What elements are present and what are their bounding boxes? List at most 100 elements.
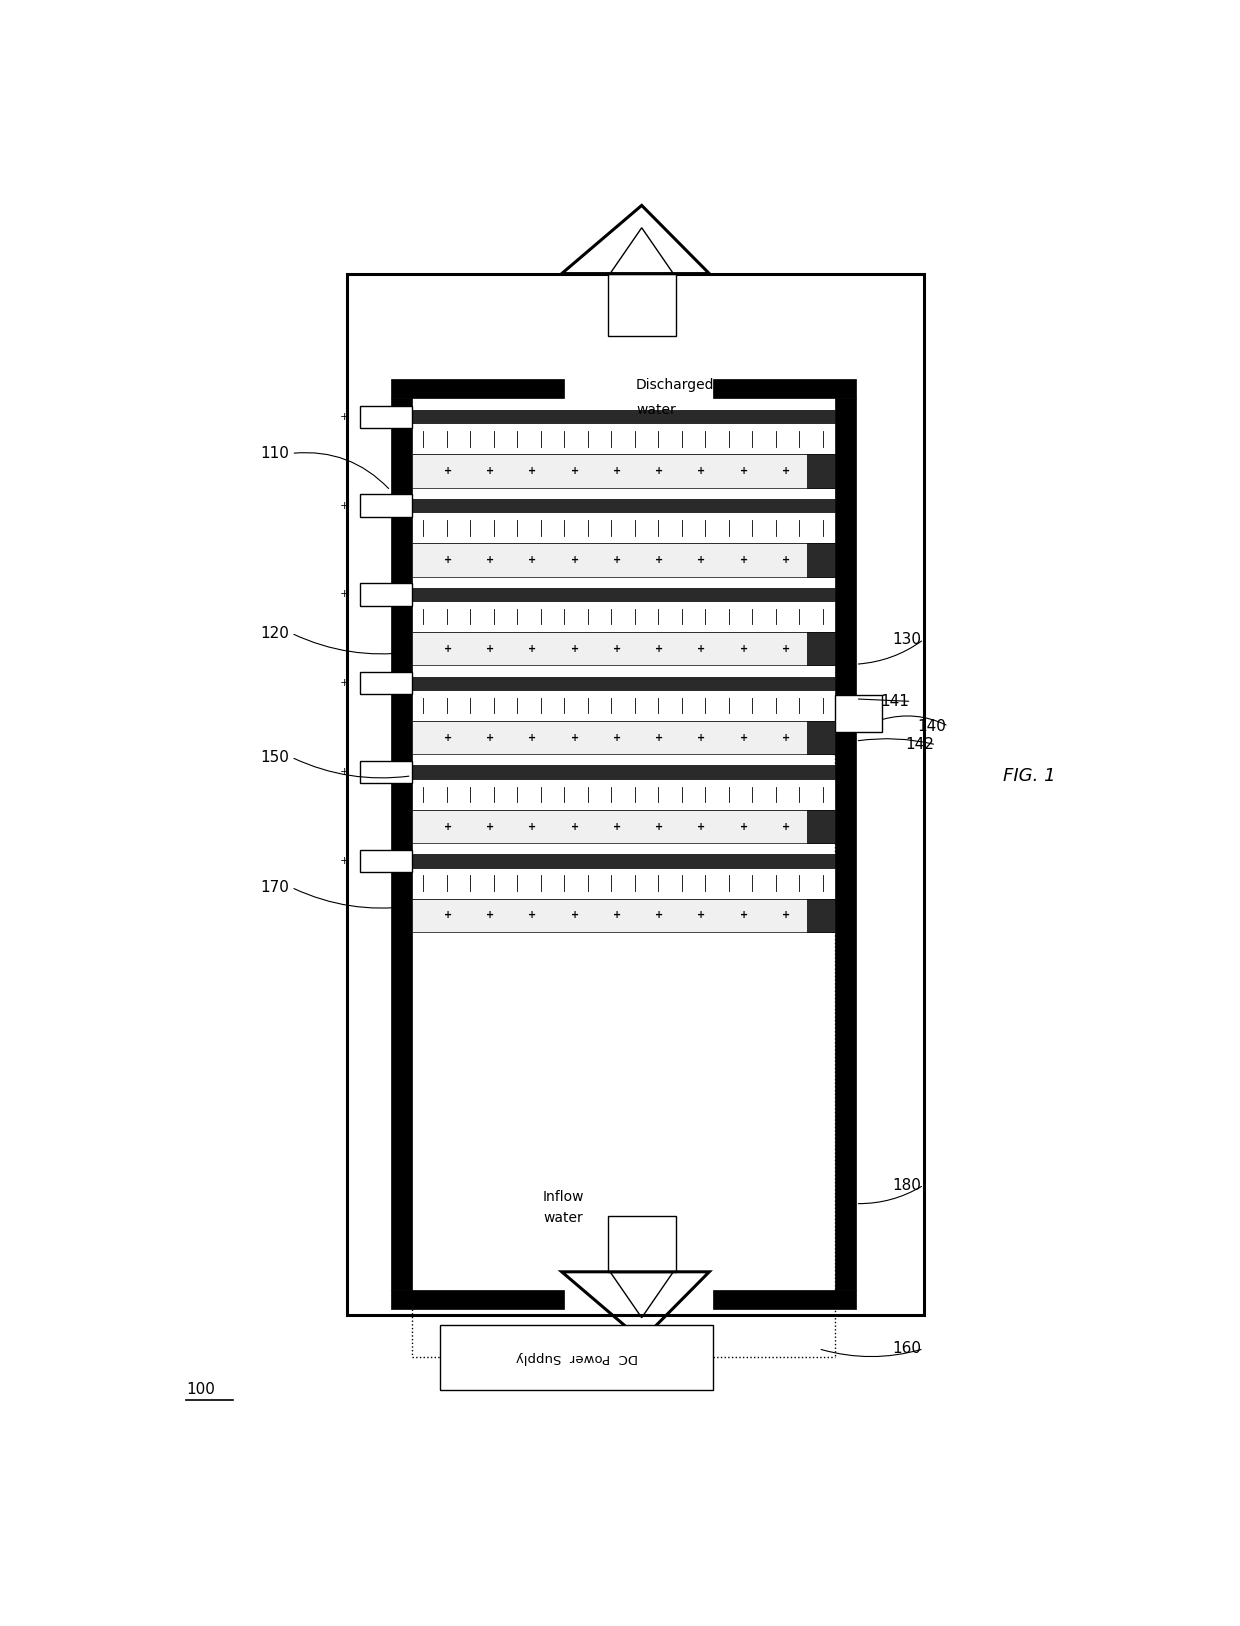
- Text: +: +: [655, 554, 663, 564]
- Text: +: +: [528, 554, 537, 564]
- Text: +: +: [655, 644, 663, 654]
- Text: +: +: [655, 911, 663, 920]
- Text: water: water: [543, 1211, 583, 1226]
- Text: +: +: [782, 467, 790, 476]
- Text: +: +: [570, 821, 579, 831]
- Text: +: +: [340, 501, 350, 511]
- Bar: [391, 398, 412, 1291]
- Text: Inflow: Inflow: [543, 1190, 584, 1205]
- Text: +: +: [655, 733, 663, 743]
- Text: +: +: [340, 589, 350, 600]
- Bar: [807, 810, 835, 844]
- Text: +: +: [570, 733, 579, 743]
- Bar: [412, 587, 835, 602]
- Bar: [412, 810, 835, 844]
- Bar: [412, 676, 835, 689]
- Text: +: +: [486, 821, 494, 831]
- Text: +: +: [570, 467, 579, 476]
- Text: +: +: [528, 911, 537, 920]
- Text: +: +: [740, 911, 748, 920]
- Text: +: +: [486, 554, 494, 564]
- Bar: [713, 379, 856, 398]
- Text: Discharged: Discharged: [636, 379, 714, 392]
- Bar: [412, 854, 835, 868]
- Text: +: +: [444, 467, 451, 476]
- Text: +: +: [697, 467, 706, 476]
- Text: 142: 142: [905, 737, 934, 753]
- Text: 150: 150: [260, 750, 289, 764]
- Bar: [807, 633, 835, 665]
- Text: water: water: [636, 403, 676, 416]
- Bar: [360, 584, 412, 605]
- Text: +: +: [697, 733, 706, 743]
- Text: +: +: [697, 911, 706, 920]
- Text: +: +: [613, 821, 621, 831]
- Text: +: +: [570, 644, 579, 654]
- Text: +: +: [782, 911, 790, 920]
- Text: +: +: [528, 467, 537, 476]
- Bar: [412, 454, 835, 488]
- Text: +: +: [486, 644, 494, 654]
- Bar: [608, 273, 676, 335]
- Bar: [412, 868, 835, 899]
- Text: +: +: [697, 644, 706, 654]
- Text: +: +: [444, 644, 451, 654]
- Text: +: +: [613, 733, 621, 743]
- Text: +: +: [740, 821, 748, 831]
- Text: +: +: [340, 678, 350, 688]
- Bar: [360, 761, 412, 784]
- Bar: [412, 766, 835, 779]
- Text: DC  Power  Supply: DC Power Supply: [516, 1351, 637, 1364]
- Text: +: +: [340, 411, 350, 421]
- Text: +: +: [697, 554, 706, 564]
- Text: 170: 170: [260, 880, 289, 894]
- Text: +: +: [613, 467, 621, 476]
- Text: 130: 130: [893, 633, 921, 647]
- Text: +: +: [740, 554, 748, 564]
- Text: +: +: [782, 644, 790, 654]
- Text: +: +: [340, 767, 350, 777]
- Text: +: +: [613, 644, 621, 654]
- Bar: [347, 273, 924, 1315]
- Text: +: +: [740, 733, 748, 743]
- Text: 100: 100: [186, 1382, 215, 1397]
- Text: +: +: [697, 821, 706, 831]
- Text: 180: 180: [893, 1177, 921, 1192]
- Bar: [412, 633, 835, 665]
- Text: 110: 110: [260, 446, 289, 460]
- Bar: [412, 899, 835, 932]
- Text: 160: 160: [893, 1341, 921, 1356]
- Text: +: +: [782, 554, 790, 564]
- Bar: [713, 1291, 856, 1309]
- Text: +: +: [444, 821, 451, 831]
- Bar: [807, 454, 835, 488]
- Text: 141: 141: [880, 694, 909, 709]
- Bar: [835, 696, 882, 732]
- Text: +: +: [444, 733, 451, 743]
- Bar: [412, 689, 835, 720]
- Bar: [608, 1216, 676, 1272]
- Text: +: +: [613, 554, 621, 564]
- Text: +: +: [570, 554, 579, 564]
- Text: +: +: [528, 733, 537, 743]
- Text: +: +: [528, 644, 537, 654]
- Bar: [412, 602, 835, 633]
- Text: +: +: [486, 467, 494, 476]
- Bar: [391, 1291, 564, 1309]
- Text: +: +: [740, 644, 748, 654]
- Text: +: +: [444, 554, 451, 564]
- Bar: [412, 543, 835, 577]
- Text: +: +: [782, 821, 790, 831]
- Bar: [412, 720, 835, 754]
- Bar: [412, 779, 835, 810]
- Bar: [412, 499, 835, 512]
- Text: +: +: [655, 467, 663, 476]
- Text: +: +: [340, 855, 350, 867]
- Bar: [440, 1325, 713, 1390]
- Bar: [360, 672, 412, 694]
- Bar: [412, 512, 835, 543]
- Bar: [807, 720, 835, 754]
- Bar: [360, 405, 412, 428]
- Text: +: +: [486, 733, 494, 743]
- Bar: [835, 398, 856, 1291]
